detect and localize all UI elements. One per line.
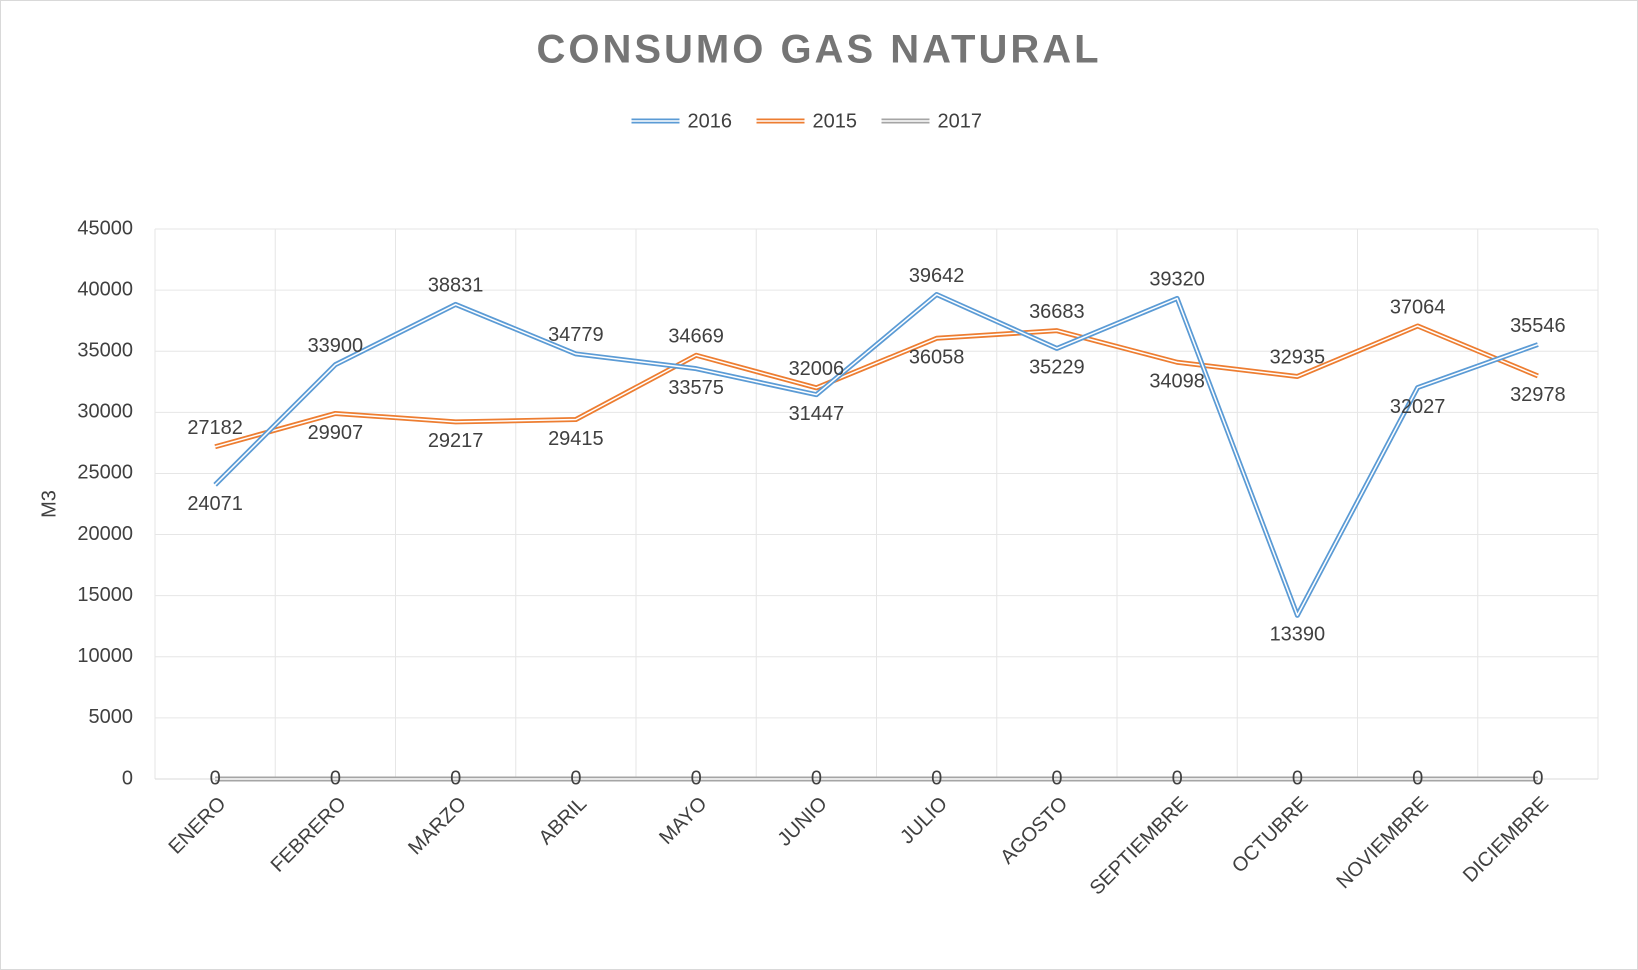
- data-label: 0: [1172, 767, 1183, 789]
- data-label: 33900: [308, 335, 364, 357]
- data-label: 24071: [187, 493, 243, 515]
- data-label: 34098: [1149, 371, 1205, 393]
- y-tick-label: 30000: [77, 401, 133, 423]
- y-tick-label: 45000: [77, 217, 133, 239]
- legend-label: 2016: [688, 110, 733, 132]
- y-tick-label: 40000: [77, 278, 133, 300]
- data-label: 0: [570, 767, 581, 789]
- y-tick-label: 25000: [77, 462, 133, 484]
- data-label: 0: [1412, 767, 1423, 789]
- data-label: 0: [811, 767, 822, 789]
- data-label: 32027: [1390, 396, 1446, 418]
- data-label: 0: [1292, 767, 1303, 789]
- series-line-inner: [214, 325, 1539, 448]
- data-label: 35229: [1029, 357, 1085, 379]
- data-label: 0: [931, 767, 942, 789]
- data-label: 0: [1051, 767, 1062, 789]
- y-tick-label: 5000: [89, 706, 134, 728]
- data-label: 39642: [909, 265, 965, 287]
- data-label: 38831: [428, 275, 484, 297]
- y-tick-label: 15000: [77, 584, 133, 606]
- y-tick-label: 0: [122, 767, 133, 789]
- data-label: 34779: [548, 324, 604, 346]
- chart-title: CONSUMO GAS NATURAL: [536, 28, 1101, 72]
- data-label: 37064: [1390, 296, 1446, 318]
- data-label: 35546: [1510, 315, 1566, 337]
- data-label: 32978: [1510, 384, 1566, 406]
- data-label: 34669: [668, 326, 724, 348]
- data-label: 0: [210, 767, 221, 789]
- legend-label: 2017: [938, 110, 983, 132]
- y-tick-label: 35000: [77, 340, 133, 362]
- y-tick-label: 20000: [77, 523, 133, 545]
- data-label: 0: [691, 767, 702, 789]
- data-label: 39320: [1149, 269, 1205, 291]
- data-label: 29907: [308, 422, 364, 444]
- legend-label: 2015: [813, 110, 858, 132]
- data-label: 32006: [789, 358, 845, 380]
- data-label: 13390: [1270, 624, 1326, 646]
- data-label: 36683: [1029, 301, 1085, 323]
- data-label: 0: [1532, 767, 1543, 789]
- data-label: 36058: [909, 347, 965, 369]
- y-tick-label: 10000: [77, 645, 133, 667]
- data-label: 33575: [668, 377, 724, 399]
- data-label: 29217: [428, 430, 484, 452]
- data-label: 0: [330, 767, 341, 789]
- series-line-inner: [214, 293, 1539, 617]
- data-label: 32935: [1270, 347, 1326, 369]
- data-label: 31447: [789, 403, 845, 425]
- data-label: 27182: [187, 417, 243, 439]
- data-label: 29415: [548, 428, 604, 450]
- y-axis-label: M3: [38, 490, 60, 518]
- data-label: 0: [450, 767, 461, 789]
